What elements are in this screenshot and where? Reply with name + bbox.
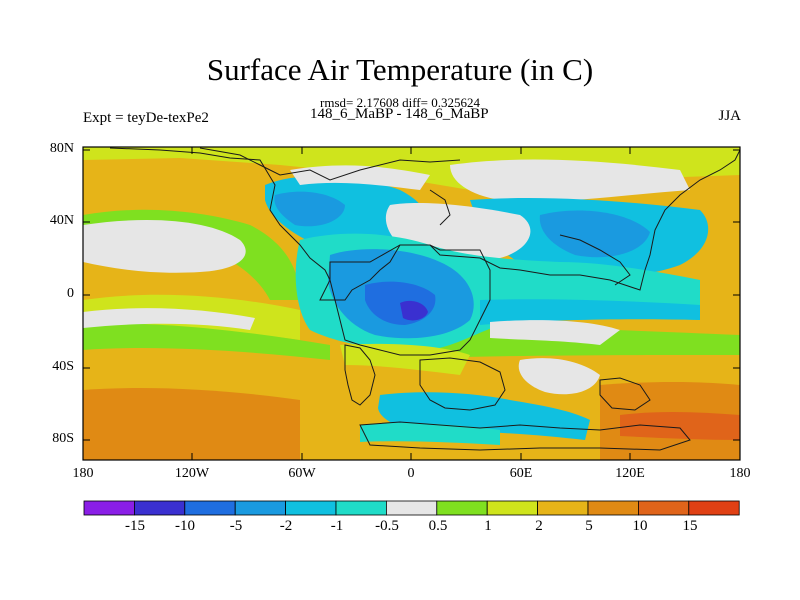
colorbar-box	[184, 500, 236, 516]
season-label: JJA	[718, 108, 741, 124]
colorbar-box	[285, 500, 337, 516]
colorbar-box	[587, 500, 639, 516]
lat-label-80S: 80S	[52, 431, 74, 446]
colorbar-box	[436, 500, 488, 516]
lon-label-180e: 180	[729, 466, 751, 481]
colorbar-box	[133, 500, 186, 516]
colorbar-label: 0.5	[428, 518, 448, 534]
colorbar-box	[638, 500, 690, 516]
land-outlines	[109, 147, 740, 451]
colorbar-label: 5	[585, 518, 593, 534]
colorbar-box	[688, 500, 740, 516]
colorbar-label: 2	[535, 518, 543, 534]
temperature-field	[83, 147, 740, 460]
colorbar-box	[537, 500, 589, 516]
difference-label: 148_6_MaBP - 148_6_MaBP	[310, 106, 489, 122]
colorbar-box	[234, 500, 286, 516]
lat-label-40N: 40N	[49, 213, 74, 228]
colorbar-label: -0.5	[375, 518, 399, 534]
lon-label-120e: 120E	[615, 466, 645, 481]
lon-label-120w: 120W	[174, 466, 210, 481]
colorbar-label: -1	[330, 518, 344, 534]
colorbar-box	[83, 500, 135, 516]
colorbar-label: -2	[279, 518, 293, 534]
lon-label-0: 0	[407, 466, 415, 481]
colorbar-label: 15	[682, 518, 698, 534]
colorbar	[83, 500, 740, 516]
lat-label-80N: 80N	[49, 141, 74, 156]
axis-ticks	[82, 147, 741, 460]
colorbar-box	[335, 500, 387, 516]
lon-label-180w: 180	[72, 466, 94, 481]
lon-label-60w: 60W	[288, 466, 316, 481]
colorbar-box	[385, 500, 438, 516]
colorbar-label: -10	[175, 518, 195, 534]
colorbar-box	[486, 500, 539, 516]
lat-label-40S: 40S	[52, 359, 74, 374]
rmsd-diff-stats: rmsd= 2.17608 diff= 0.325624	[320, 95, 480, 110]
lon-label-60e: 60E	[509, 466, 533, 481]
colorbar-label: -5	[229, 518, 243, 534]
colorbar-label: -15	[125, 518, 145, 534]
experiment-label: Expt = teyDe-texPe2	[83, 110, 209, 126]
colorbar-label: 10	[632, 518, 648, 534]
chart-title: Surface Air Temperature (in C)	[206, 52, 594, 87]
lat-label-0: 0	[67, 286, 74, 301]
colorbar-label: 1	[484, 518, 492, 534]
